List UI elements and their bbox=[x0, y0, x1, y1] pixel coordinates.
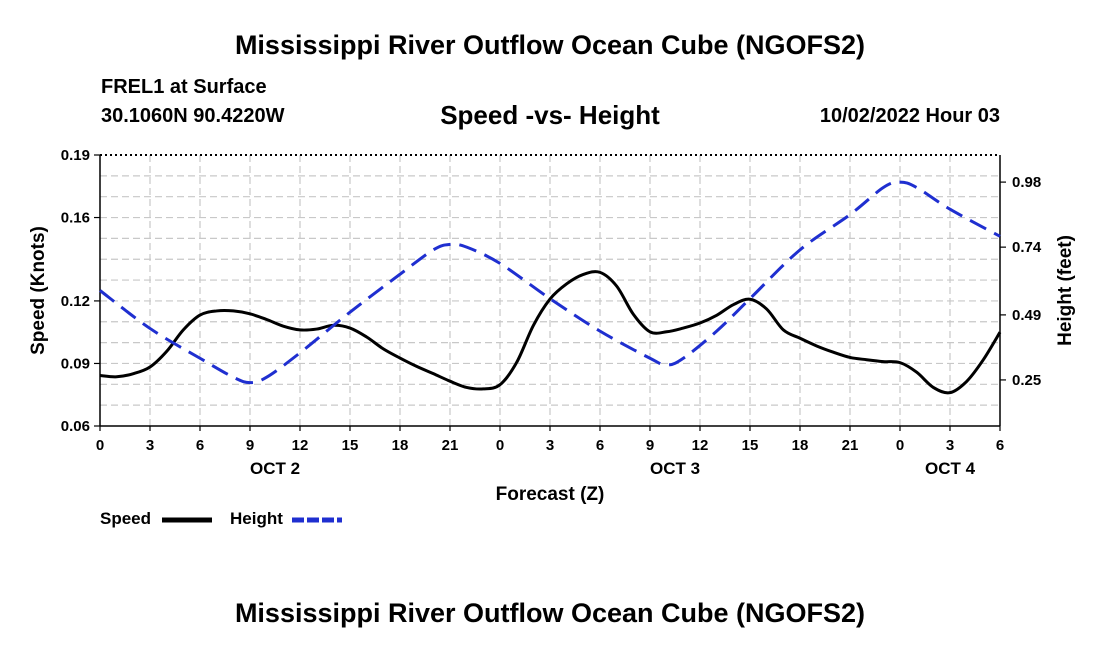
chart-subtitle: Speed -vs- Height bbox=[440, 100, 660, 130]
footer-title: Mississippi River Outflow Ocean Cube (NG… bbox=[234, 598, 866, 628]
legend-speed-label: Speed bbox=[100, 509, 152, 528]
y-right-axis-title: Height (feet) bbox=[1055, 235, 1076, 346]
y-left-tick-label: 0.19 bbox=[61, 147, 90, 164]
x-tick-label: 9 bbox=[646, 437, 654, 454]
x-tick-label: 3 bbox=[946, 437, 954, 454]
forecast-datetime: 10/02/2022 Hour 03 bbox=[819, 105, 1000, 127]
y-left-tick-label: 0.12 bbox=[61, 293, 90, 310]
x-tick-label: 21 bbox=[842, 437, 859, 454]
y-right-tick-label: 0.98 bbox=[1012, 174, 1041, 191]
x-tick-label: 9 bbox=[246, 437, 254, 454]
x-tick-label: 15 bbox=[742, 437, 759, 454]
x-tick-label: 3 bbox=[146, 437, 154, 454]
x-tick-label: 6 bbox=[996, 437, 1004, 454]
page-title: Mississippi River Outflow Ocean Cube (NG… bbox=[234, 30, 866, 60]
x-tick-label: 6 bbox=[596, 437, 604, 454]
x-tick-label: 21 bbox=[442, 437, 459, 454]
series-line-speed bbox=[99, 270, 1002, 395]
station-label: FREL1 at Surface bbox=[101, 76, 267, 98]
x-tick-label: 18 bbox=[792, 437, 809, 454]
x-day-label: OCT 4 bbox=[925, 459, 976, 478]
y-left-tick-label: 0.16 bbox=[61, 210, 90, 227]
y-left-axis-title: Speed (Knots) bbox=[28, 226, 49, 355]
x-tick-label: 0 bbox=[96, 437, 104, 454]
station-coordinates: 30.1060N 90.4220W bbox=[101, 105, 285, 127]
x-day-label: OCT 3 bbox=[650, 459, 700, 478]
x-day-label: OCT 2 bbox=[250, 459, 300, 478]
x-tick-label: 0 bbox=[496, 437, 504, 454]
x-tick-label: 12 bbox=[292, 437, 309, 454]
y-right-tick-label: 0.74 bbox=[1012, 239, 1042, 256]
x-tick-label: 18 bbox=[392, 437, 409, 454]
x-tick-label: 6 bbox=[196, 437, 204, 454]
y-left-tick-label: 0.09 bbox=[61, 355, 90, 372]
y-left-tick-label: 0.06 bbox=[61, 418, 90, 435]
y-right-tick-label: 0.25 bbox=[1012, 372, 1041, 389]
y-right-tick-label: 0.49 bbox=[1012, 307, 1041, 324]
x-tick-label: 0 bbox=[896, 437, 904, 454]
x-tick-label: 15 bbox=[342, 437, 359, 454]
legend-height-label: Height bbox=[230, 509, 283, 528]
x-tick-label: 12 bbox=[692, 437, 709, 454]
x-tick-label: 3 bbox=[546, 437, 554, 454]
x-axis-title: Forecast (Z) bbox=[496, 484, 605, 505]
